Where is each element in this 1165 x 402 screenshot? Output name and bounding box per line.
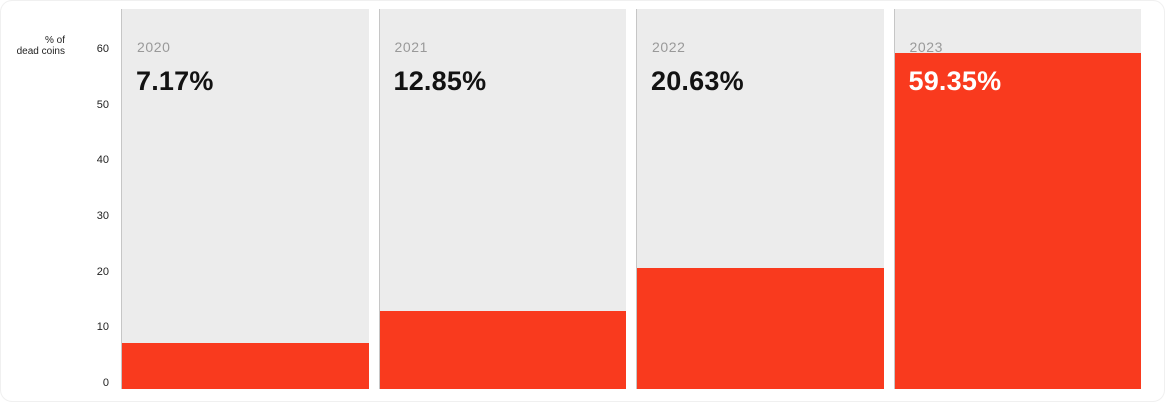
bar-2023 xyxy=(893,52,1141,389)
year-label-2021: 2021 xyxy=(394,39,429,55)
year-label-2020: 2020 xyxy=(137,39,171,55)
year-panel-2021: 2021 12.85% xyxy=(378,9,626,389)
bar-2022 xyxy=(636,268,884,389)
year-panel-2020: 2020 7.17% xyxy=(121,9,369,389)
y-tick-label-10: 10 xyxy=(96,321,109,334)
y-tick-label-20: 20 xyxy=(96,265,109,278)
y-axis-title-line-2: dead coins xyxy=(16,46,65,57)
panel-axis-line xyxy=(893,9,895,389)
y-tick-label-0: 0 xyxy=(102,377,109,389)
year-label-2022: 2022 xyxy=(652,39,686,55)
y-axis-title: % of dead coins xyxy=(9,35,65,57)
y-tick-label-50: 50 xyxy=(96,98,109,111)
panel-axis-line xyxy=(636,9,637,389)
y-axis-ticks: 0 10 20 30 40 50 60 xyxy=(1,1,109,401)
bar-2020 xyxy=(121,343,369,389)
value-label-2023: 59.35% xyxy=(908,66,1002,96)
panel-axis-line xyxy=(378,9,380,389)
value-label-2022: 20.63% xyxy=(651,66,744,96)
value-label-2021: 12.85% xyxy=(393,66,487,96)
y-tick-label-60: 60 xyxy=(96,43,109,55)
y-tick-label-30: 30 xyxy=(96,210,109,222)
value-label-2020: 7.17% xyxy=(136,66,214,96)
y-tick-label-40: 40 xyxy=(96,154,109,167)
panel-axis-line xyxy=(121,9,122,389)
year-label-2023: 2023 xyxy=(909,39,944,55)
year-panel-2022: 2022 20.63% xyxy=(636,9,884,389)
year-panel-2023: 2023 59.35% xyxy=(893,9,1141,389)
y-axis-title-line-1: % of xyxy=(44,35,65,46)
bar-2021 xyxy=(378,311,626,389)
